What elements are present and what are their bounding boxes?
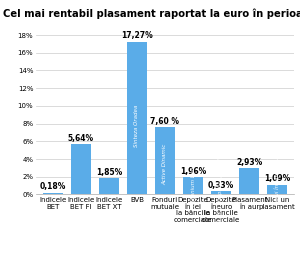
Text: Sinteza Oradea: Sinteza Oradea xyxy=(134,104,140,147)
Text: ATE Bank, B.C.Carpatica, Royal Bank: ATE Bank, B.C.Carpatica, Royal Bank xyxy=(219,143,224,244)
Bar xyxy=(99,178,119,194)
Bar xyxy=(183,177,203,194)
Text: 1,85%: 1,85% xyxy=(96,168,122,177)
Bar xyxy=(71,144,91,194)
Text: 7,60 %: 7,60 % xyxy=(151,117,179,126)
Text: 1,96%: 1,96% xyxy=(180,167,206,176)
Text: 2,93%: 2,93% xyxy=(236,158,262,167)
Text: Aprecierea leului în raport cu euro: Aprecierea leului în raport cu euro xyxy=(274,143,280,237)
Bar xyxy=(211,191,231,194)
Text: Millennium Bank: Millennium Bank xyxy=(190,164,196,209)
Bar xyxy=(43,193,63,194)
Text: Active Dinamic: Active Dinamic xyxy=(163,144,167,185)
Text: 0,33%: 0,33% xyxy=(208,181,234,190)
Bar xyxy=(239,168,259,194)
Text: 1,09%: 1,09% xyxy=(264,174,290,183)
Text: 0,18%: 0,18% xyxy=(40,183,66,191)
Bar xyxy=(127,42,147,194)
Bar xyxy=(155,127,175,194)
Text: Cel mai rentabil plasament raportat la euro în perioada 13.11 - 15.12.2009: Cel mai rentabil plasament raportat la e… xyxy=(3,8,300,19)
Bar xyxy=(267,185,287,194)
Text: 17,27%: 17,27% xyxy=(121,31,153,40)
Text: 5,64%: 5,64% xyxy=(68,134,94,143)
